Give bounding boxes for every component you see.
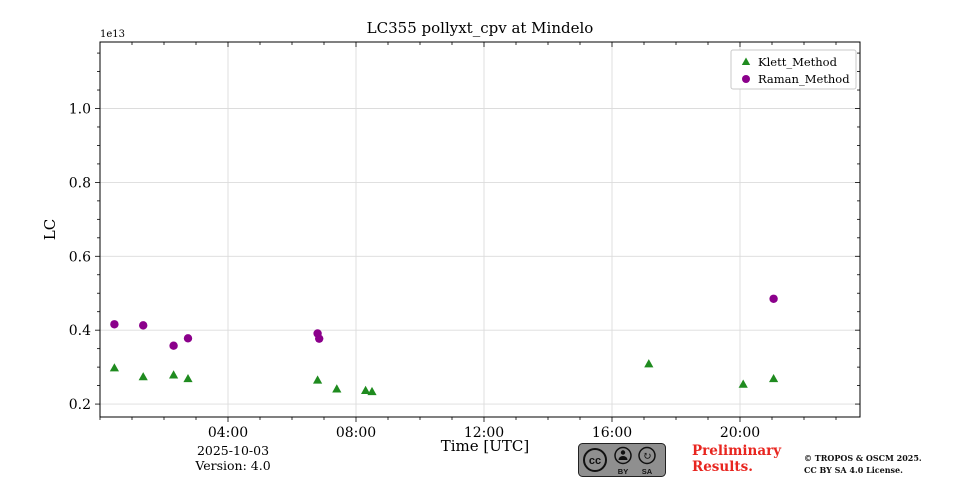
y-tick-label: 1.0 [69, 102, 91, 118]
cc-icon [583, 448, 607, 472]
data-point [644, 359, 654, 368]
data-point [769, 294, 778, 303]
y-axis-title: LC [41, 219, 59, 240]
cc-by-text: BY [618, 467, 628, 476]
data-point [183, 334, 193, 343]
legend-box [730, 49, 857, 90]
x-tick-label: 16:00 [592, 425, 632, 441]
y-tick-label: 0.4 [69, 323, 91, 339]
axis-ticks [95, 42, 860, 422]
grid-lines [100, 42, 860, 417]
date-text: 2025-10-03 [196, 443, 270, 458]
cc-icon-text: cc [589, 455, 601, 467]
x-tick-label: 20:00 [720, 425, 760, 441]
y-tick-label: 0.8 [69, 175, 91, 191]
legend-marker-circle [742, 75, 750, 83]
legend: Klett_Method Raman_Method [730, 49, 857, 90]
data-point [138, 372, 148, 381]
data-point [313, 375, 323, 384]
data-point [332, 384, 342, 393]
cc-sa-arrow-icon: ↻ [638, 446, 656, 465]
y-offset-text: 1e13 [100, 29, 125, 40]
x-tick-label: 04:00 [208, 425, 248, 441]
x-axis-label: Time [UTC] [440, 437, 530, 455]
preliminary-line2: Results. [692, 458, 753, 475]
axis-tick-labels: 04:00 08:00 12:00 16:00 20:00 0.2 0.4 0.6 0.8 1.0 [69, 102, 760, 441]
version-text: Version: 4.0 [195, 458, 271, 473]
y-tick-label: 0.2 [69, 397, 91, 413]
legend-label: Raman_Method [758, 72, 850, 86]
x-tick-label: 08:00 [336, 425, 376, 441]
svg-text:↻: ↻ [642, 450, 651, 463]
data-point [361, 385, 371, 394]
preliminary-line1: Preliminary [692, 443, 782, 459]
data-point [110, 320, 119, 329]
preliminary-results-note: Preliminary Results. [692, 443, 782, 475]
data-point [769, 373, 779, 383]
data-point [109, 363, 119, 372]
cc-by-person-icon [614, 446, 632, 465]
legend-marker-triangle [741, 57, 751, 65]
data-point [315, 334, 324, 343]
data-point [738, 379, 748, 388]
cc-license-badge: cc BY ↻ SA [578, 443, 666, 477]
data-point [169, 370, 179, 379]
cc-sa-text: SA [642, 467, 653, 476]
license-line2: CC BY SA 4.0 License. [804, 465, 903, 475]
data-point [169, 341, 178, 350]
legend-label: Klett_Method [758, 55, 838, 69]
series-klett_method [109, 359, 779, 396]
y-tick-label: 0.6 [69, 249, 91, 265]
x-tick-label: 12:00 [464, 425, 504, 441]
license-line1: © TROPOS & OSCM 2025. [804, 453, 922, 463]
data-point [139, 321, 148, 330]
data-point [367, 386, 377, 396]
plot-border [99, 41, 861, 418]
series-raman_method [110, 294, 778, 350]
license-note: © TROPOS & OSCM 2025. CC BY SA 4.0 Licen… [804, 452, 922, 476]
chart-title: LC355 pollyxt_cpv at Mindelo [367, 19, 594, 37]
data-point [183, 373, 193, 383]
date-version-block: 2025-10-03 Version: 4.0 [158, 443, 308, 473]
